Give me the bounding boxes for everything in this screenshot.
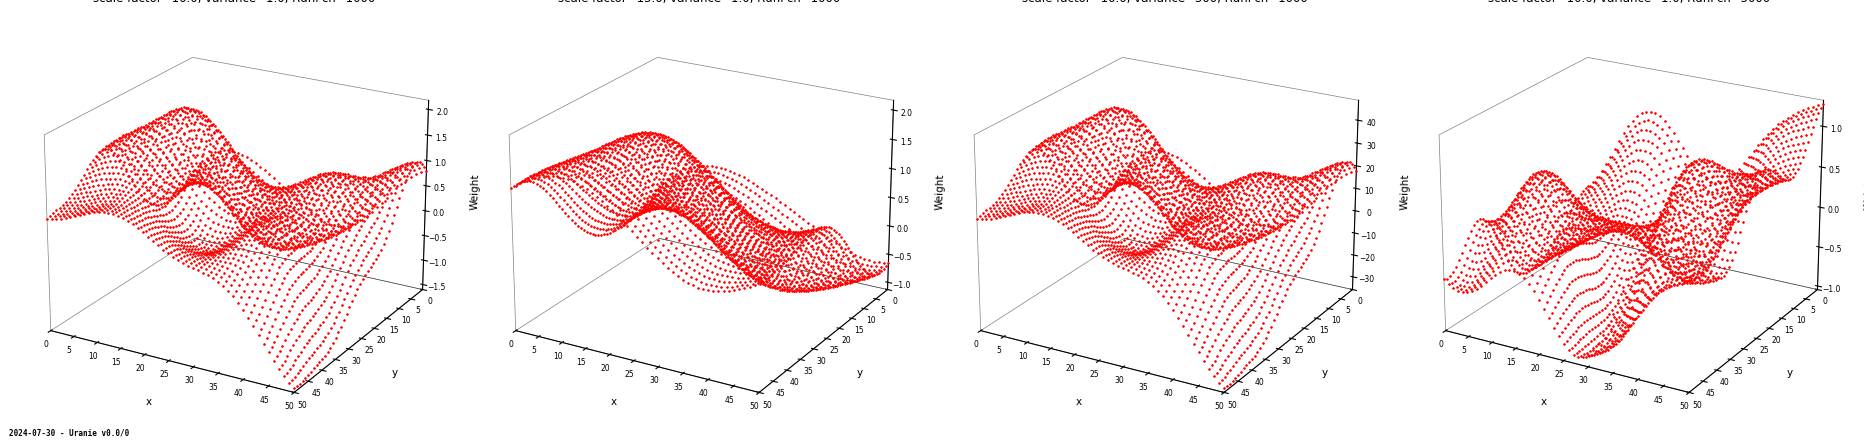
X-axis label: x: x <box>145 397 151 407</box>
Title: scale factor=10.0, variance=1.0, RdnFcn=1000: scale factor=10.0, variance=1.0, RdnFcn=… <box>93 0 377 5</box>
X-axis label: x: x <box>1076 397 1081 407</box>
X-axis label: x: x <box>611 397 617 407</box>
Y-axis label: y: y <box>857 368 863 378</box>
Y-axis label: y: y <box>391 368 399 378</box>
Title: scale factor=15.0, variance=1.0, RdnFcn=1000: scale factor=15.0, variance=1.0, RdnFcn=… <box>559 0 841 5</box>
Title: scale factor=10.0, variance=1.0, RdnFcn=5000: scale factor=10.0, variance=1.0, RdnFcn=… <box>1487 0 1771 5</box>
Y-axis label: y: y <box>1322 368 1327 378</box>
X-axis label: x: x <box>1540 397 1547 407</box>
Title: scale factor=10.0, variance=500, RdnFcn=1000: scale factor=10.0, variance=500, RdnFcn=… <box>1021 0 1307 5</box>
Text: 2024-07-30 - Uranie v0.0/0: 2024-07-30 - Uranie v0.0/0 <box>9 429 130 438</box>
Y-axis label: y: y <box>1788 368 1793 378</box>
